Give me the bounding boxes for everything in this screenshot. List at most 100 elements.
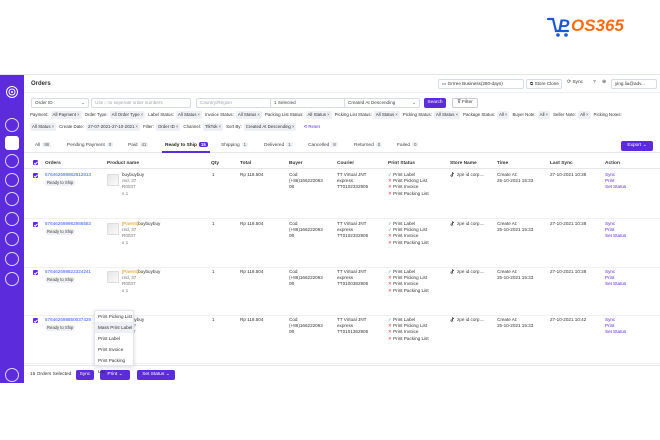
row-action-sync[interactable]: Sync: [605, 172, 616, 177]
close-icon[interactable]: ×: [76, 112, 80, 117]
row-action-set-status[interactable]: Set Status: [605, 233, 627, 239]
close-icon[interactable]: ×: [291, 124, 295, 129]
filter-chip[interactable]: All Status×: [175, 111, 202, 119]
close-icon[interactable]: ×: [455, 112, 459, 117]
bulk-print-button[interactable]: Print ⌄: [100, 370, 130, 380]
order-number-link[interactable]: 576462698982812813: [45, 172, 91, 177]
close-icon[interactable]: ×: [218, 124, 222, 129]
close-icon[interactable]: ×: [395, 112, 398, 117]
filter-chip[interactable]: All Payment×: [50, 111, 82, 119]
menu-mass-print-label[interactable]: Mass Print Label: [95, 322, 133, 333]
table-row[interactable]: 576462698982986583 Ready to Ship [Parent…: [24, 220, 660, 268]
tab-failed[interactable]: Failed 0: [397, 142, 419, 148]
courier-service: express: [337, 227, 354, 233]
row-action-print[interactable]: Print: [605, 323, 615, 329]
row-action-sync[interactable]: Sync: [605, 317, 616, 322]
filter-button[interactable]: ⊽ Filter: [452, 98, 478, 108]
filter-chip[interactable]: All×: [578, 111, 591, 119]
close-icon[interactable]: ×: [257, 112, 260, 117]
orders-icon[interactable]: [5, 136, 19, 150]
row-checkbox[interactable]: [33, 173, 38, 178]
stores-icon[interactable]: [5, 192, 19, 206]
row-action-sync[interactable]: Sync: [605, 221, 616, 226]
buyer-phone: (+86)166222063: [289, 227, 323, 233]
tab-all[interactable]: All 88: [35, 142, 52, 148]
filter-chip[interactable]: 27-07-2021-27-10-2021×: [86, 123, 140, 131]
row-action-print[interactable]: Print: [605, 275, 615, 281]
filter-chip[interactable]: All×: [497, 111, 510, 119]
promotions-icon[interactable]: [5, 212, 19, 226]
reset-filters-link[interactable]: ⟲ Reset: [303, 124, 320, 129]
close-icon[interactable]: ×: [545, 112, 549, 117]
menu-print-packing-list[interactable]: Print Packing List: [98, 358, 126, 374]
products-icon[interactable]: [5, 154, 19, 168]
row-action-print[interactable]: Print: [605, 178, 615, 184]
filter-chip[interactable]: Order ID×: [155, 123, 181, 131]
filter-chip[interactable]: All Status×: [373, 111, 400, 119]
product-name[interactable]: buybuybuy: [122, 172, 145, 177]
close-icon[interactable]: ×: [585, 112, 589, 117]
tab-returned[interactable]: Returned 0: [354, 142, 383, 148]
close-icon[interactable]: ×: [140, 112, 144, 117]
product-name[interactable]: [Parent]buybuybuy: [122, 221, 161, 226]
help-icon[interactable]: [5, 368, 19, 382]
tab-delivered[interactable]: Delivered 1: [264, 142, 293, 148]
messages-icon[interactable]: [5, 272, 19, 286]
order-id-select[interactable]: Order ID ⌄: [31, 98, 89, 108]
menu-print-label[interactable]: Print Label: [98, 336, 120, 341]
order-number-link[interactable]: 576462698850037429: [45, 317, 91, 322]
filter-chip[interactable]: All Order Type×: [109, 111, 146, 119]
order-number-search-input[interactable]: Use □ to seperate order numbers: [91, 98, 191, 108]
row-action-set-status[interactable]: Set Status: [605, 184, 627, 190]
row-action-set-status[interactable]: Set Status: [605, 281, 627, 287]
tab-cancelled[interactable]: Cancelled 8: [308, 142, 338, 148]
globe-icon[interactable]: ⊕: [602, 80, 607, 85]
select-all-checkbox[interactable]: [33, 160, 38, 165]
store-select[interactable]: ▭ Grrree Business(280-days): [438, 79, 524, 89]
close-icon[interactable]: ×: [327, 112, 330, 117]
tab-paid[interactable]: Paid 41: [128, 142, 149, 148]
filter-chip[interactable]: All Status×: [433, 111, 461, 119]
row-action-print[interactable]: Print: [605, 227, 615, 233]
menu-print-picking-list[interactable]: Print Picking List: [98, 314, 132, 319]
sync-button[interactable]: ⟳ Sync: [567, 80, 584, 85]
close-icon[interactable]: ×: [135, 124, 138, 129]
row-checkbox[interactable]: [33, 270, 38, 275]
search-button[interactable]: Search: [424, 98, 446, 108]
export-button[interactable]: Export ⌄: [621, 141, 653, 151]
tab-shipping[interactable]: Shipping 1: [221, 142, 249, 148]
sort-select[interactable]: Created At Descending ⌄: [344, 98, 420, 108]
help-circle-icon[interactable]: ?: [593, 80, 596, 85]
close-icon[interactable]: ×: [504, 112, 508, 117]
filter-chip[interactable]: All Status×: [305, 111, 332, 119]
tab-ready-to-ship[interactable]: Ready to Ship 15: [165, 142, 208, 148]
tab-pending-payment[interactable]: Pending Payment 0: [67, 142, 114, 148]
reports-icon[interactable]: [5, 232, 19, 246]
store-clone-button[interactable]: ⧉ Store Clone: [526, 79, 562, 89]
order-number-link[interactable]: 576462698982986583: [45, 221, 91, 226]
settings-icon[interactable]: [5, 252, 19, 266]
close-icon[interactable]: ×: [51, 124, 55, 129]
filter-chip[interactable]: TikTok×: [202, 123, 224, 131]
close-icon[interactable]: ×: [175, 124, 179, 129]
row-checkbox[interactable]: [33, 222, 38, 227]
close-icon[interactable]: ×: [197, 112, 200, 117]
bulk-set-status-button[interactable]: Set Status ⌄: [137, 370, 175, 380]
filter-chip[interactable]: All Status×: [235, 111, 262, 119]
dashboard-icon[interactable]: [5, 118, 19, 132]
bulk-sync-button[interactable]: Sync: [76, 370, 94, 380]
filter-chip[interactable]: All×: [537, 111, 551, 119]
inventory-icon[interactable]: [5, 173, 19, 187]
filter-chip[interactable]: All Status×: [30, 123, 57, 131]
order-number-link[interactable]: 576462698822324241: [45, 269, 91, 274]
product-name[interactable]: [Parent]buybuybuy: [122, 269, 161, 274]
user-menu[interactable]: ying.liu@adv...: [611, 79, 657, 89]
row-action-set-status[interactable]: Set Status: [605, 329, 627, 335]
filter-chip-value: All: [580, 112, 585, 117]
table-row[interactable]: 576462698982812813 Ready to Ship buybuyb…: [24, 171, 660, 219]
menu-print-invoice[interactable]: Print Invoice: [98, 347, 124, 352]
table-row[interactable]: 576462698822324241 Ready to Ship [Parent…: [24, 268, 660, 316]
filter-chip[interactable]: Created At Descending×: [243, 123, 297, 131]
row-checkbox[interactable]: [33, 318, 38, 323]
row-action-sync[interactable]: Sync: [605, 269, 616, 274]
